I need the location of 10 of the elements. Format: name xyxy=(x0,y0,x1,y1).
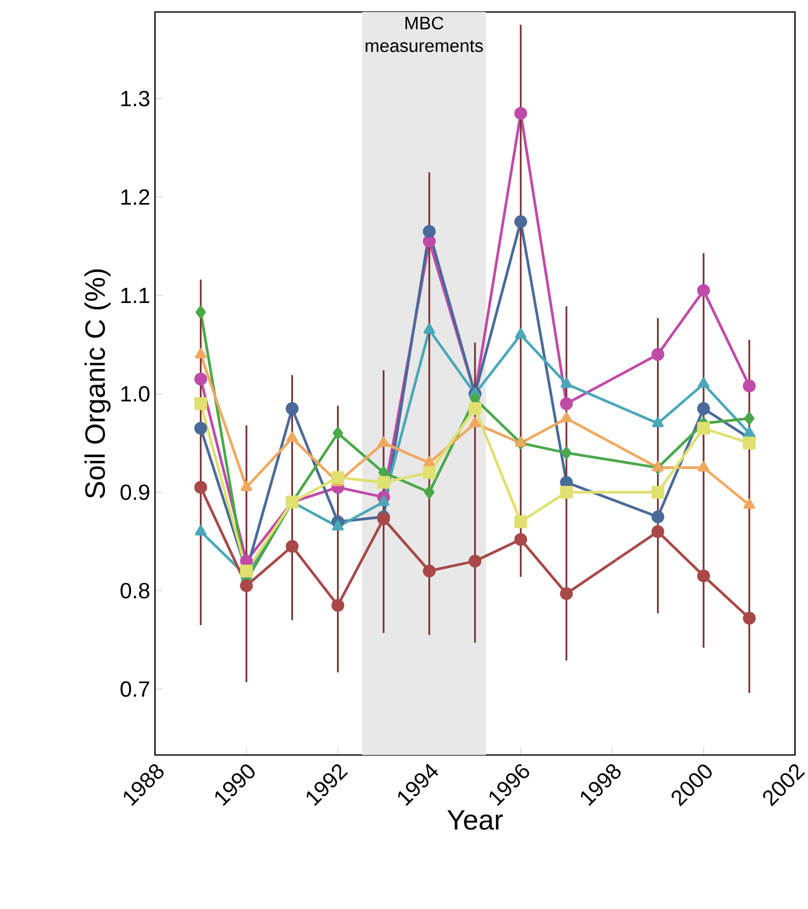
x-axis-title: Year xyxy=(447,810,503,830)
y-tick-label: 1.2 xyxy=(121,189,150,205)
y-axis-title: Soil Organic C (%) xyxy=(84,269,111,498)
y-tick-label: 1.0 xyxy=(121,386,150,402)
y-tick-label: 1.1 xyxy=(121,288,150,303)
y-tick-label: 0.8 xyxy=(120,582,150,598)
y-tick-label: 0.7 xyxy=(120,681,150,697)
band-label: MBC measurements xyxy=(366,16,483,52)
y-tick-label: 0.9 xyxy=(120,484,150,500)
y-tick-label: 1.3 xyxy=(121,90,150,106)
